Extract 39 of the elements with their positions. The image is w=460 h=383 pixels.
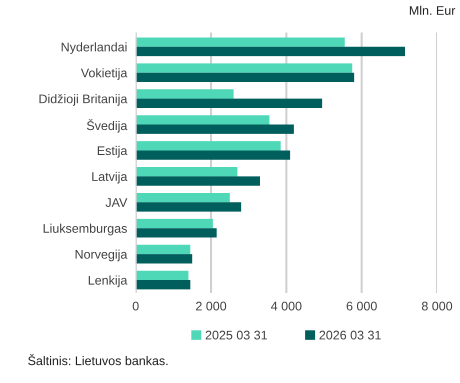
text: Mln. Eur xyxy=(410,6,456,15)
y-tick-label: Estija xyxy=(98,146,128,158)
x-tick-label: 2 000 xyxy=(196,302,226,311)
bar xyxy=(136,192,230,202)
text: Šaltinis: Lietuvos bankas. xyxy=(28,354,168,366)
x-tick-label: 4 000 xyxy=(271,302,302,311)
bar xyxy=(136,124,294,134)
y-tick-label: Latvija xyxy=(92,172,128,184)
y-tick-label: JAV xyxy=(106,198,128,207)
bar xyxy=(136,63,352,73)
bar xyxy=(136,141,281,150)
y-tick-label: Vokietija xyxy=(80,68,128,80)
y-tick-label: Švedija xyxy=(86,119,128,133)
x-tick-label: 0 xyxy=(132,302,139,311)
bar xyxy=(136,254,192,264)
bar xyxy=(136,280,190,290)
bar xyxy=(136,115,270,125)
bar xyxy=(136,228,217,238)
bar xyxy=(136,89,234,99)
bar xyxy=(136,72,354,82)
legend-label: 2026 03 31 xyxy=(319,330,381,340)
bar xyxy=(136,167,238,176)
bar xyxy=(136,202,242,212)
bar xyxy=(136,98,322,108)
y-tick-label: Didžioji Britanija xyxy=(39,94,128,106)
y-tick-label: Lenkija xyxy=(88,276,128,288)
bar xyxy=(136,270,188,280)
bar xyxy=(136,37,345,47)
bar xyxy=(136,46,405,56)
legend-label: 2025 03 31 xyxy=(206,330,267,340)
bar xyxy=(136,244,190,254)
bar xyxy=(136,218,213,228)
x-tick-label: 6 000 xyxy=(346,302,377,311)
bar xyxy=(136,176,260,186)
y-tick-label: Norvegija xyxy=(76,250,128,262)
bar xyxy=(136,150,290,160)
y-tick-label: Liuksemburgas xyxy=(44,224,127,236)
x-tick-label: 8 000 xyxy=(422,302,452,311)
y-tick-label: Nyderlandai xyxy=(62,42,127,54)
